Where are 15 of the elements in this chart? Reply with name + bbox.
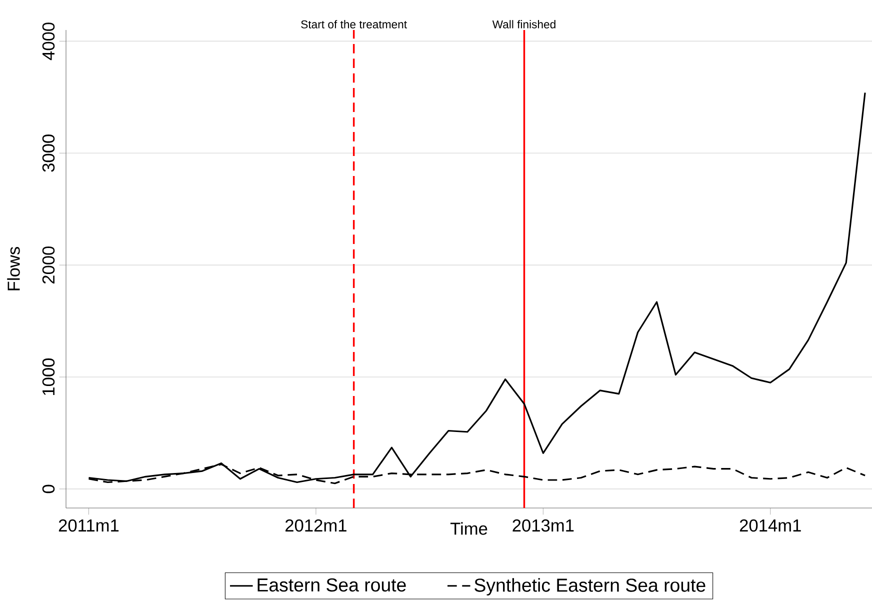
y-tick-label: 3000 [42, 134, 55, 172]
x-axis-title: Time [450, 522, 488, 535]
x-tick-label: 2012m1 [286, 519, 346, 532]
y-tick-label: 1000 [42, 358, 55, 395]
ref-line-label: Start of the treatment [301, 20, 407, 28]
y-tick-label: 2000 [42, 246, 55, 284]
y-axis-title: Flows [7, 246, 20, 290]
y-tick-label: 0 [42, 484, 55, 494]
x-tick-label: 2013m1 [512, 519, 574, 532]
ref-line-label: Wall finished [492, 20, 556, 28]
legend-label: Eastern Sea route [258, 578, 406, 592]
x-tick-label: 2014m1 [740, 519, 801, 532]
legend-label: Synthetic Eastern Sea route [474, 578, 706, 596]
y-tick-label: 4000 [42, 22, 55, 60]
x-tick-label: 2011m1 [58, 519, 119, 532]
